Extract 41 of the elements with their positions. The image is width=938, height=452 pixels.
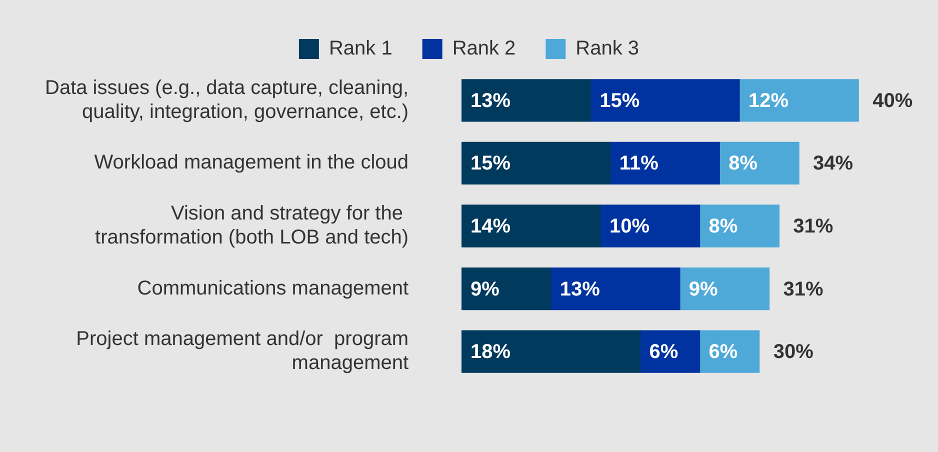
data-label: 12% [748,90,789,112]
total-label: 30% [773,341,814,364]
bar [462,79,591,122]
data-label: 8% [708,216,738,238]
data-label: 8% [728,152,758,175]
bar [680,267,770,310]
bar [590,79,740,122]
bar [550,267,680,310]
data-label: 9% [688,278,718,300]
bar [739,79,859,122]
data-label: 15% [470,152,511,175]
data-label: 11% [619,152,659,175]
y-tick-label: Communications management [137,277,409,300]
data-label: 14% [470,216,511,238]
bar [610,142,720,185]
total-label: 31% [783,278,824,300]
legend-label: Rank 2 [452,38,516,60]
data-label: 13% [470,90,511,112]
data-label: 13% [560,278,600,300]
y-tick-label: Vision and strategy for the transformation (both LOB and tech) [95,202,409,249]
legend-label: Rank 3 [576,38,640,60]
bar [462,267,552,310]
bar [719,142,800,185]
y-tick-label: Workload management in the cloud [94,152,409,174]
y-tick-label: Data issues (e.g., data capture, cleaning, quality, integration, governance, etc.) [45,76,409,123]
total-label: 31% [793,216,834,238]
bar [462,204,601,248]
data-label: 15% [600,90,640,112]
legend-label: Rank 1 [328,38,392,60]
total-label: 40% [872,90,913,112]
data-label: 9% [470,278,500,300]
data-label: 6% [649,341,678,364]
total-label: 34% [813,152,854,175]
bar [699,204,780,248]
data-label: 6% [708,341,738,364]
bar [462,142,611,185]
data-label: 18% [470,341,511,364]
bar [600,204,700,248]
data-label: 10% [610,216,650,238]
y-tick-label: Project management and/or program management [76,328,409,374]
bar [462,330,641,373]
